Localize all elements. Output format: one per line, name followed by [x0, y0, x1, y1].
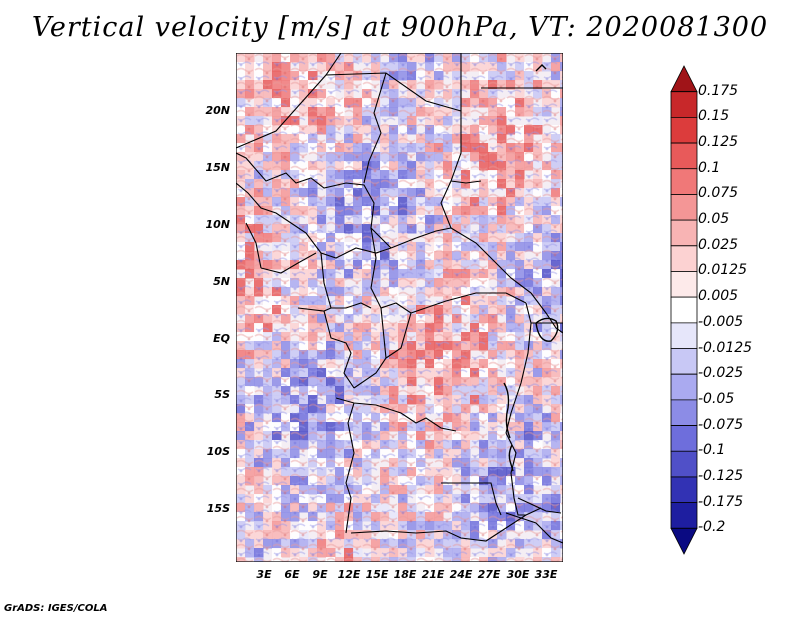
colorbar-segment — [670, 142, 698, 170]
colorbar-tick-label: 0.125 — [698, 134, 739, 151]
colorbar-segment — [670, 373, 698, 401]
lat-label: 15S — [206, 502, 230, 515]
colorbar-segment — [670, 425, 698, 452]
colorbar-tick-label: 0.025 — [698, 236, 739, 253]
lat-label: 10S — [206, 445, 230, 458]
colorbar-segment — [670, 271, 698, 298]
colorbar-tick-label: -0.1 — [698, 442, 726, 459]
field-texture — [236, 53, 563, 562]
lon-label: 30E — [506, 568, 530, 581]
country-borders — [235, 52, 564, 544]
colorbar-segment — [670, 116, 698, 144]
map-panel — [235, 52, 570, 567]
colorbar-segment — [670, 168, 698, 195]
lon-label: 24E — [449, 568, 473, 581]
lat-label: EQ — [213, 332, 230, 345]
lat-label: 15N — [205, 161, 230, 174]
colorbar-tick-label: -0.0125 — [698, 339, 753, 356]
vertical-velocity-map — [235, 52, 570, 567]
colorbar-tick-label: -0.2 — [698, 519, 726, 536]
colorbar-segment — [670, 296, 698, 324]
colorbar-segment — [670, 450, 698, 478]
colorbar-segment — [670, 219, 698, 247]
colorbar-segment — [670, 476, 698, 504]
colorbar-segment — [670, 245, 698, 272]
lon-label: 21E — [421, 568, 445, 581]
lat-label: 20N — [205, 104, 230, 117]
colorbar-tick-label: -0.175 — [698, 493, 744, 510]
colorbar-tick-label: 0.05 — [698, 211, 730, 228]
colorbar-segment — [670, 65, 698, 93]
grads-credit: GrADS: IGES/COLA — [4, 603, 108, 614]
lat-label: 5N — [213, 275, 230, 288]
colorbar-tick-label: 0.0125 — [698, 262, 747, 279]
chart-title: Vertical velocity [m/s] at 900hPa, VT: 2… — [31, 12, 769, 43]
colorbar-segment — [670, 348, 698, 375]
colorbar-tick-label: -0.075 — [698, 416, 744, 433]
lon-label: 27E — [477, 568, 501, 581]
lon-label: 33E — [534, 568, 558, 581]
colorbar-tick-label: -0.005 — [698, 313, 744, 330]
colorbar-segment — [670, 502, 698, 529]
lon-label: 18E — [393, 568, 417, 581]
colorbar — [670, 65, 698, 555]
colorbar-segment — [670, 194, 698, 221]
colorbar-tick-label: 0.075 — [698, 185, 739, 202]
colorbar-segment — [670, 527, 698, 555]
colorbar-tick-label: 0.15 — [698, 108, 730, 125]
lon-label: 3E — [256, 568, 272, 581]
lon-label: 12E — [337, 568, 361, 581]
colorbar-tick-label: -0.025 — [698, 365, 744, 382]
lat-label: 5S — [214, 388, 230, 401]
colorbar-segment — [670, 322, 698, 349]
colorbar-tick-label: 0.175 — [698, 82, 739, 99]
lon-label: 6E — [284, 568, 300, 581]
colorbar-tick-label: 0.005 — [698, 288, 739, 305]
lon-label: 9E — [312, 568, 328, 581]
lakes — [503, 64, 559, 472]
colorbar-tick-label: -0.05 — [698, 390, 735, 407]
colorbar-segment — [670, 91, 698, 118]
colorbar-tick-label: 0.1 — [698, 159, 721, 176]
colorbar-segment — [670, 399, 698, 426]
colorbar-tick-label: -0.125 — [698, 467, 744, 484]
lat-label: 10N — [205, 218, 230, 231]
lon-label: 15E — [365, 568, 389, 581]
